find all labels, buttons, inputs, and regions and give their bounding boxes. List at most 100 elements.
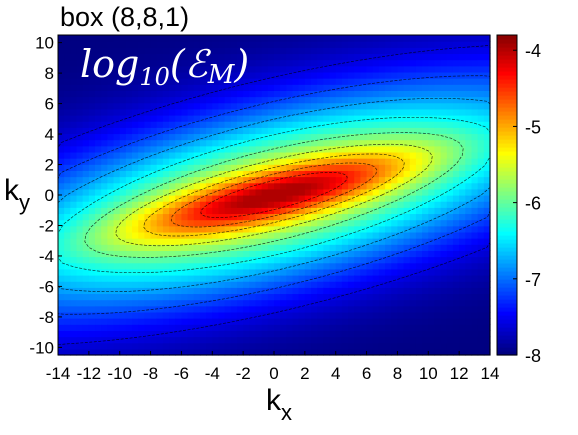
heatmap-cell bbox=[428, 71, 436, 79]
heatmap-cell bbox=[311, 115, 318, 122]
heatmap-cell bbox=[169, 250, 176, 258]
heatmap-cell bbox=[409, 231, 417, 239]
heatmap-cell bbox=[193, 164, 201, 171]
heatmap-cell bbox=[354, 90, 361, 98]
heatmap-cell bbox=[187, 348, 195, 356]
heatmap-cell bbox=[162, 281, 170, 288]
heatmap-cell bbox=[138, 299, 145, 307]
heatmap-cell bbox=[459, 164, 466, 171]
heatmap-cell bbox=[378, 244, 386, 251]
heatmap-cell bbox=[354, 96, 361, 104]
heatmap-cell bbox=[70, 127, 78, 135]
heatmap-cell bbox=[415, 53, 423, 61]
heatmap-cell bbox=[249, 287, 257, 295]
heatmap-cell bbox=[323, 238, 331, 245]
heatmap-cell bbox=[199, 324, 207, 331]
colorbar: -8-7-6-5-4 bbox=[496, 34, 541, 366]
heatmap-cell bbox=[465, 35, 473, 42]
heatmap-cell bbox=[156, 256, 164, 264]
heatmap-cell bbox=[304, 65, 312, 73]
heatmap-cell bbox=[64, 293, 71, 301]
heatmap-cell bbox=[144, 256, 152, 264]
heatmap-cell bbox=[311, 96, 318, 104]
heatmap-cell bbox=[162, 127, 170, 135]
heatmap-cell bbox=[354, 53, 361, 61]
heatmap-cell bbox=[125, 299, 133, 307]
heatmap-cell bbox=[206, 238, 213, 245]
heatmap-cell bbox=[144, 195, 152, 202]
heatmap-cell bbox=[415, 305, 423, 313]
heatmap-cell bbox=[169, 170, 176, 178]
heatmap-cell bbox=[323, 78, 331, 85]
heatmap-cell bbox=[459, 195, 466, 202]
heatmap-cell bbox=[323, 225, 331, 233]
heatmap-cell bbox=[348, 231, 355, 239]
heatmap-cell bbox=[452, 299, 460, 307]
colorbar-swatch bbox=[497, 99, 517, 104]
heatmap-cell bbox=[181, 176, 189, 184]
heatmap-cell bbox=[391, 311, 399, 319]
heatmap-cell bbox=[341, 281, 349, 288]
heatmap-cell bbox=[125, 127, 133, 135]
heatmap-cell bbox=[434, 158, 442, 165]
heatmap-cell bbox=[360, 158, 368, 165]
heatmap-cell bbox=[422, 330, 429, 338]
heatmap-cell bbox=[156, 219, 164, 227]
heatmap-cell bbox=[119, 299, 127, 307]
heatmap-cell bbox=[125, 139, 133, 147]
heatmap-cell bbox=[391, 268, 399, 276]
heatmap-cell bbox=[156, 158, 164, 165]
heatmap-cell bbox=[415, 195, 423, 202]
heatmap-cell bbox=[138, 201, 145, 208]
heatmap-cell bbox=[243, 225, 250, 233]
heatmap-cell bbox=[341, 145, 349, 153]
heatmap-cell bbox=[169, 59, 176, 67]
heatmap-cell bbox=[434, 281, 442, 288]
heatmap-cell bbox=[440, 35, 448, 42]
heatmap-cell bbox=[329, 287, 337, 295]
heatmap-cell bbox=[280, 78, 287, 85]
heatmap-cell bbox=[348, 84, 355, 91]
heatmap-cell bbox=[477, 53, 485, 61]
heatmap-cell bbox=[323, 145, 331, 153]
heatmap-cell bbox=[446, 145, 454, 153]
heatmap-cell bbox=[341, 219, 349, 227]
heatmap-cell bbox=[58, 96, 65, 104]
heatmap-cell bbox=[428, 53, 436, 61]
heatmap-cell bbox=[378, 305, 386, 313]
heatmap-cell bbox=[323, 102, 331, 110]
heatmap-cell bbox=[218, 71, 226, 79]
heatmap-cell bbox=[280, 201, 287, 208]
heatmap-cell bbox=[360, 195, 368, 202]
heatmap-cell bbox=[459, 102, 466, 110]
heatmap-cell bbox=[206, 348, 213, 356]
heatmap-cell bbox=[354, 108, 361, 116]
heatmap-cell bbox=[372, 35, 380, 42]
heatmap-cell bbox=[471, 201, 479, 208]
heatmap-cell bbox=[434, 115, 442, 122]
heatmap-cell bbox=[230, 96, 238, 104]
heatmap-cell bbox=[304, 47, 312, 55]
heatmap-cell bbox=[311, 311, 318, 319]
heatmap-cell bbox=[385, 348, 392, 356]
heatmap-cell bbox=[341, 268, 349, 276]
heatmap-cell bbox=[471, 342, 479, 350]
heatmap-cell bbox=[428, 225, 436, 233]
heatmap-cell bbox=[193, 213, 201, 221]
heatmap-cell bbox=[440, 281, 448, 288]
heatmap-cell bbox=[385, 96, 392, 104]
heatmap-cell bbox=[304, 231, 312, 239]
heatmap-cell bbox=[323, 47, 331, 55]
heatmap-cell bbox=[113, 201, 121, 208]
heatmap-cell bbox=[286, 330, 294, 338]
heatmap-cell bbox=[403, 324, 411, 331]
heatmap-cell bbox=[138, 275, 145, 282]
heatmap-cell bbox=[249, 151, 257, 159]
heatmap-cell bbox=[230, 324, 238, 331]
heatmap-cell bbox=[440, 342, 448, 350]
heatmap-cell bbox=[267, 311, 275, 319]
colorbar-swatch bbox=[497, 203, 517, 208]
heatmap-cell bbox=[230, 287, 238, 295]
heatmap-cell bbox=[341, 90, 349, 98]
heatmap-cell bbox=[95, 84, 102, 91]
